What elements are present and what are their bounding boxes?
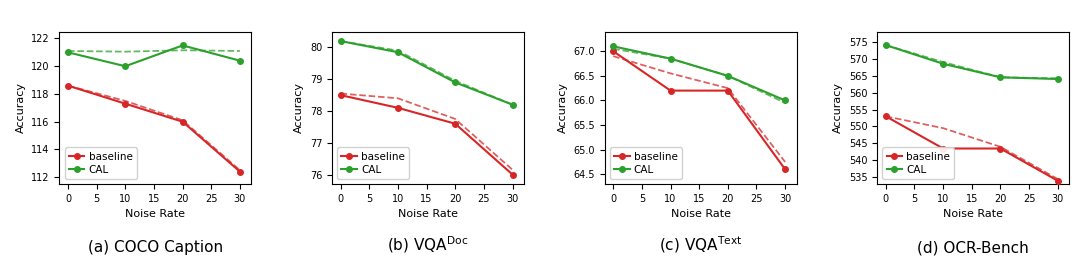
Line: CAL: CAL bbox=[610, 44, 788, 103]
CAL bbox=[664, 57, 677, 60]
X-axis label: Noise Rate: Noise Rate bbox=[671, 209, 730, 219]
Text: (b) VQA$^{\mathrm{Doc}}$: (b) VQA$^{\mathrm{Doc}}$ bbox=[388, 234, 469, 255]
Legend: baseline, CAL: baseline, CAL bbox=[882, 148, 955, 179]
Line: CAL: CAL bbox=[338, 38, 515, 107]
CAL bbox=[607, 45, 620, 48]
baseline bbox=[391, 106, 404, 109]
CAL bbox=[994, 76, 1007, 79]
Line: baseline: baseline bbox=[610, 48, 788, 172]
CAL bbox=[176, 44, 189, 47]
CAL bbox=[448, 81, 461, 84]
Text: (a) COCO Caption: (a) COCO Caption bbox=[87, 240, 222, 255]
baseline bbox=[721, 89, 734, 92]
baseline bbox=[507, 173, 519, 176]
baseline bbox=[334, 94, 347, 97]
CAL bbox=[334, 39, 347, 43]
baseline bbox=[448, 122, 461, 125]
X-axis label: Noise Rate: Noise Rate bbox=[943, 209, 1003, 219]
Y-axis label: Accuracy: Accuracy bbox=[557, 82, 568, 133]
CAL bbox=[721, 74, 734, 77]
CAL bbox=[391, 51, 404, 54]
Y-axis label: Accuracy: Accuracy bbox=[15, 82, 26, 133]
Line: baseline: baseline bbox=[338, 92, 515, 177]
baseline bbox=[879, 115, 892, 118]
baseline bbox=[62, 84, 75, 87]
Line: CAL: CAL bbox=[883, 42, 1061, 82]
Line: CAL: CAL bbox=[65, 43, 243, 69]
CAL bbox=[62, 51, 75, 54]
CAL bbox=[119, 65, 132, 68]
CAL bbox=[879, 44, 892, 47]
Text: (c) VQA$^{\mathrm{Text}}$: (c) VQA$^{\mathrm{Text}}$ bbox=[659, 234, 742, 255]
baseline bbox=[607, 50, 620, 53]
CAL bbox=[936, 62, 949, 65]
Legend: baseline, CAL: baseline, CAL bbox=[610, 148, 681, 179]
Y-axis label: Accuracy: Accuracy bbox=[833, 82, 843, 133]
baseline bbox=[994, 147, 1007, 150]
X-axis label: Noise Rate: Noise Rate bbox=[125, 209, 186, 219]
baseline bbox=[119, 102, 132, 105]
Y-axis label: Accuracy: Accuracy bbox=[294, 82, 305, 133]
Line: baseline: baseline bbox=[65, 83, 243, 174]
baseline bbox=[936, 147, 949, 150]
CAL bbox=[779, 99, 792, 102]
CAL bbox=[233, 59, 246, 62]
Text: (d) OCR-Bench: (d) OCR-Bench bbox=[917, 240, 1029, 255]
baseline bbox=[664, 89, 677, 92]
Legend: baseline, CAL: baseline, CAL bbox=[65, 148, 136, 179]
Line: baseline: baseline bbox=[883, 114, 1061, 184]
baseline bbox=[233, 170, 246, 173]
Legend: baseline, CAL: baseline, CAL bbox=[337, 148, 409, 179]
baseline bbox=[779, 168, 792, 171]
CAL bbox=[507, 103, 519, 106]
baseline bbox=[176, 120, 189, 123]
baseline bbox=[1051, 179, 1064, 182]
X-axis label: Noise Rate: Noise Rate bbox=[399, 209, 458, 219]
CAL bbox=[1051, 77, 1064, 80]
